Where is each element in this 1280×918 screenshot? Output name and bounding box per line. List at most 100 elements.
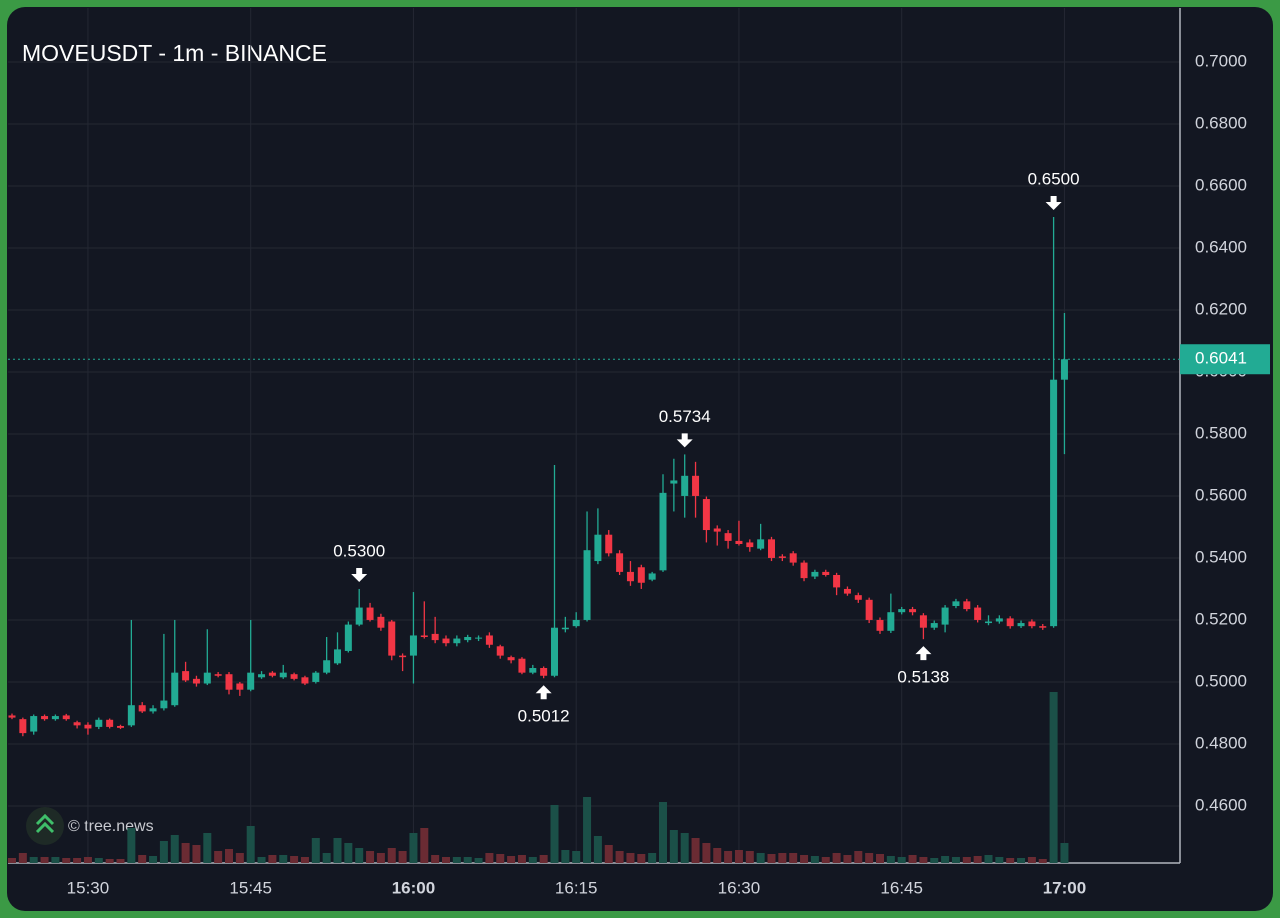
candle-body xyxy=(1006,618,1014,627)
candle-body xyxy=(692,475,700,496)
candle-body xyxy=(626,571,634,582)
candle-body xyxy=(594,534,602,562)
candle-body xyxy=(258,674,266,678)
candle-body xyxy=(637,567,645,583)
candle-body xyxy=(713,528,721,532)
candle-body xyxy=(279,672,287,678)
volume-bar xyxy=(279,855,288,863)
candle-body xyxy=(420,635,428,638)
annotation-label: 0.5138 xyxy=(897,668,949,687)
candle-body xyxy=(214,674,222,676)
volume-bar xyxy=(268,855,277,863)
candle-body xyxy=(919,615,927,628)
volume-bar xyxy=(442,857,450,863)
candle-body xyxy=(746,542,754,548)
volume-bar xyxy=(756,853,765,863)
candle-body xyxy=(431,633,439,641)
volume-bar xyxy=(659,802,667,863)
volume-bar xyxy=(908,855,917,863)
candle-body xyxy=(648,573,656,580)
candle-body xyxy=(334,649,341,664)
candle-body xyxy=(887,612,895,631)
volume-bar xyxy=(1006,858,1015,863)
candle-body xyxy=(106,719,114,727)
volume-bar xyxy=(225,849,233,863)
candle-body xyxy=(789,553,797,563)
volume-bar xyxy=(474,858,483,863)
candle-body xyxy=(681,475,689,496)
volume-bar xyxy=(778,853,787,863)
candle-body xyxy=(811,571,819,577)
logo-icon xyxy=(35,813,55,834)
volume-bar xyxy=(702,843,711,863)
candle-body xyxy=(236,683,244,690)
candle-body xyxy=(203,672,211,684)
volume-bar xyxy=(973,856,982,863)
volume-bar xyxy=(300,857,309,863)
candle-body xyxy=(659,492,667,571)
x-tick-label: 16:15 xyxy=(555,878,598,897)
volume-bar xyxy=(1027,857,1036,863)
volume-bar xyxy=(995,857,1004,863)
candle-body xyxy=(561,627,569,630)
candle-body xyxy=(73,722,81,726)
candle-body xyxy=(529,668,537,673)
volume-bar xyxy=(290,856,299,863)
x-tick-label: 17:00 xyxy=(1043,878,1086,897)
panel xyxy=(7,7,1273,911)
candle-body xyxy=(1017,623,1025,627)
candle-body xyxy=(778,556,786,558)
candle-body xyxy=(822,571,830,576)
candle-body xyxy=(84,724,92,729)
candle-body xyxy=(518,658,526,673)
candle-body xyxy=(540,668,548,676)
annotation-arrow xyxy=(535,685,552,700)
volume-bar xyxy=(951,857,960,863)
volume-bar xyxy=(485,853,494,863)
volume-bar xyxy=(897,857,906,863)
volume-bar xyxy=(344,843,353,863)
candle-body xyxy=(757,539,765,549)
candle-body xyxy=(41,716,49,720)
volume-bar xyxy=(170,835,179,863)
volume-bar xyxy=(572,851,581,863)
volume-bar xyxy=(832,853,841,863)
volume-bar xyxy=(311,838,320,863)
volume-bar xyxy=(886,856,895,863)
volume-bar xyxy=(235,853,244,863)
y-tick-label: 0.5800 xyxy=(1195,423,1247,442)
volume-bar xyxy=(724,851,733,863)
candle-body xyxy=(268,672,276,676)
candle-body xyxy=(62,715,70,720)
annotation-label: 0.5734 xyxy=(659,407,711,426)
candle-body xyxy=(583,550,591,620)
candle-body xyxy=(95,719,103,727)
candle-body xyxy=(301,677,309,684)
annotation-arrow xyxy=(915,646,932,661)
candle-body xyxy=(344,624,352,651)
volume-bar xyxy=(517,855,526,863)
volume-bar xyxy=(496,854,505,863)
candle-body xyxy=(442,638,450,644)
y-tick-label: 0.5600 xyxy=(1195,485,1247,504)
x-tick-label: 16:00 xyxy=(392,878,435,897)
volume-bar xyxy=(398,851,407,863)
candle-body xyxy=(475,637,483,639)
candle-body xyxy=(551,627,558,676)
volume-bar xyxy=(669,830,678,863)
volume-bar xyxy=(181,843,190,863)
volume-bar xyxy=(626,853,635,863)
candle-body xyxy=(985,621,992,624)
volume-bar xyxy=(962,857,971,863)
volume-bar xyxy=(409,833,418,863)
y-tick-label: 0.5200 xyxy=(1195,609,1247,628)
candle-body xyxy=(323,660,331,673)
candle-body xyxy=(572,619,580,627)
volume-bar xyxy=(767,854,776,863)
candle-body xyxy=(1028,621,1036,627)
candle-body xyxy=(355,607,363,625)
y-tick-label: 0.6600 xyxy=(1195,175,1247,194)
volume-bar xyxy=(463,857,472,863)
candle-body xyxy=(876,619,884,631)
